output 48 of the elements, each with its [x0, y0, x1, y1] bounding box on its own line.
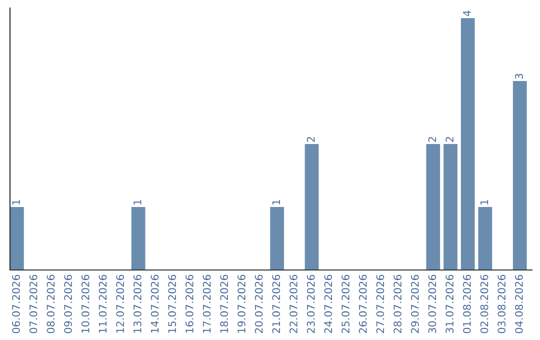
x-tick-label: 22.07.2026: [290, 274, 298, 334]
x-tick-label: 23.07.2026: [306, 274, 315, 334]
bar: [304, 144, 319, 270]
x-tick-label: 27.07.2026: [376, 274, 384, 334]
x-tick-label: 11.07.2026: [98, 274, 107, 333]
x-tick-label: 20.07.2026: [254, 274, 263, 334]
x-tick-label: 08.07.2026: [46, 274, 55, 334]
x-tick-label: 04.08.2026: [515, 274, 523, 334]
x-tick-label: 25.07.2026: [342, 274, 350, 334]
data-label: 1: [480, 200, 488, 204]
bar: [478, 207, 492, 270]
bar: [512, 81, 527, 270]
x-tick-label: 12.07.2026: [116, 274, 124, 333]
x-tick-label: 16.07.2026: [186, 274, 194, 333]
x-tick-label: 18.07.2026: [220, 274, 228, 333]
x-tick-label: 19.07.2026: [238, 274, 246, 333]
data-label: 1: [134, 200, 142, 204]
data-label: 1: [272, 200, 280, 204]
x-tick-label: 28.07.2026: [394, 274, 402, 334]
bar: [444, 144, 458, 270]
x-tick-label: 14.07.2026: [150, 274, 159, 333]
data-label: 2: [428, 137, 436, 142]
x-tick-label: 30.07.2026: [428, 274, 436, 334]
data-label: 4: [463, 10, 471, 16]
x-tick-label: 29.07.2026: [410, 274, 419, 334]
bar: [131, 207, 146, 270]
x-tick-label: 10.07.2026: [81, 274, 90, 333]
x-tick-label: 03.08.2026: [498, 274, 506, 334]
x-tick-label: 09.07.2026: [64, 274, 72, 334]
data-label: 2: [446, 137, 454, 142]
data-label: 2: [306, 137, 315, 142]
bar: [460, 18, 475, 270]
x-tick-label: 15.07.2026: [168, 274, 176, 333]
data-label: 1: [12, 200, 20, 204]
x-tick-label: 26.07.2026: [358, 274, 367, 334]
x-tick-label: 21.07.2026: [272, 274, 280, 334]
bar: [426, 144, 440, 270]
x-tick-label: 31.07.2026: [446, 274, 454, 334]
x-tick-label: 07.07.2026: [29, 274, 38, 334]
x-tick-label: 13.07.2026: [133, 274, 142, 333]
bar: [270, 207, 284, 270]
data-label: 3: [515, 74, 523, 79]
x-tick-label: 02.08.2026: [480, 274, 488, 334]
x-tick-label: 06.07.2026: [12, 274, 20, 334]
x-tick-label: 17.07.2026: [202, 274, 211, 333]
x-tick-label: 01.08.2026: [462, 274, 471, 334]
bar: [10, 207, 24, 270]
x-tick-label: 24.07.2026: [324, 274, 332, 334]
